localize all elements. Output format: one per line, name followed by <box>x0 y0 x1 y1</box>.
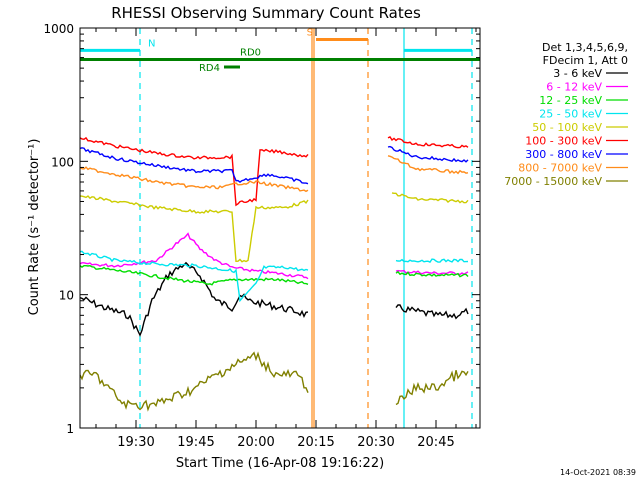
x-tick-label: 20:45 <box>417 435 454 450</box>
x-tick-label: 20:00 <box>237 435 274 450</box>
legend-entry-label: 50 - 100 keV <box>532 121 602 134</box>
x-axis-label: Start Time (16-Apr-08 19:16:22) <box>176 456 384 471</box>
y-tick-label: 1000 <box>43 22 74 36</box>
series-line <box>395 304 469 320</box>
series-line <box>391 192 469 204</box>
state-bar-label: RD0 <box>240 48 261 59</box>
series-line <box>79 232 309 280</box>
series-line <box>79 195 309 263</box>
series-line <box>387 135 469 149</box>
x-tick-label: 20:30 <box>357 435 394 450</box>
plot-frame <box>79 27 481 429</box>
series-line <box>79 264 309 286</box>
chart-title: RHESSI Observing Summary Count Rates <box>111 4 421 22</box>
y-tick-label: 1 <box>66 422 74 436</box>
series-line <box>387 155 469 175</box>
legend-entry-label: 100 - 300 keV <box>525 135 602 148</box>
legend-entry-label: 3 - 6 keV <box>553 67 602 80</box>
y-tick-label: 100 <box>51 155 74 169</box>
series-line <box>79 351 309 412</box>
legend-header-line: FDecim 1, Att 0 <box>543 54 628 67</box>
series-line <box>79 250 309 303</box>
legend-entry-label: 12 - 25 keV <box>539 94 602 107</box>
legend-entry-label: 7000 - 15000 keV <box>504 175 602 188</box>
y-axis-label: Count Rate (s⁻¹ detector⁻¹) <box>27 139 42 316</box>
series-line <box>387 145 469 163</box>
x-tick-label: 19:45 <box>177 435 214 450</box>
series-line <box>79 147 309 185</box>
legend-header-line: Det 1,3,4,5,6,9, <box>542 41 628 54</box>
x-tick-label: 20:15 <box>297 435 334 450</box>
state-bar-label: S <box>307 27 313 38</box>
x-tick-label: 19:30 <box>117 435 154 450</box>
series-line <box>79 166 309 193</box>
series-line <box>395 270 469 278</box>
legend-entry-label: 25 - 50 keV <box>539 108 602 121</box>
state-bar-label: N <box>148 38 155 49</box>
plot-area: N S RD0 RD4 1 10 100 1000 19:30 19:45 20:00 20:15 20… <box>43 22 481 450</box>
legend-entry-label: 800 - 7000 keV <box>518 162 602 175</box>
series-line <box>395 258 469 263</box>
legend-entry-label: 6 - 12 keV <box>546 81 602 94</box>
series-line <box>79 136 309 207</box>
series-line <box>395 370 469 406</box>
legend: Det 1,3,4,5,6,9, FDecim 1, Att 0 3 - 6 k… <box>504 41 628 188</box>
timestamp-footer: 14-Oct-2021 08:39 <box>560 468 636 477</box>
y-tick-label: 10 <box>59 289 74 303</box>
legend-entry-label: 300 - 800 keV <box>525 148 602 161</box>
state-bar-label: RD4 <box>199 63 220 74</box>
series-line <box>79 261 309 337</box>
